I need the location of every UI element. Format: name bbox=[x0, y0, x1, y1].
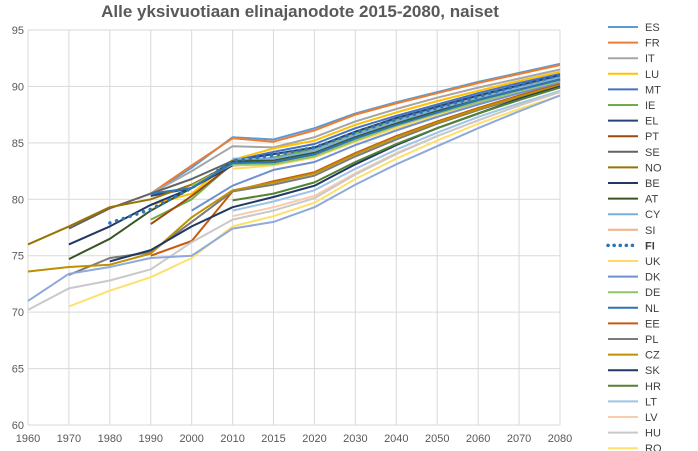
y-tick-label: 90 bbox=[12, 81, 24, 93]
x-tick-label: 2060 bbox=[466, 433, 490, 445]
legend-label-ro: RO bbox=[645, 443, 662, 451]
y-tick-label: 70 bbox=[12, 307, 24, 319]
legend-label-fi: FI bbox=[645, 240, 655, 252]
x-tick-label: 1980 bbox=[98, 433, 122, 445]
y-tick-label: 60 bbox=[12, 420, 24, 432]
series-line-mt bbox=[232, 73, 561, 162]
legend-label-ie: IE bbox=[645, 100, 655, 112]
y-tick-label: 65 bbox=[12, 364, 24, 376]
legend-label-pt: PT bbox=[645, 131, 659, 143]
legend-label-mt: MT bbox=[645, 84, 661, 96]
series-line-cz bbox=[27, 84, 561, 273]
series-line-lt bbox=[232, 89, 561, 212]
legend-label-lu: LU bbox=[645, 69, 659, 81]
x-tick-label: 1990 bbox=[139, 433, 163, 445]
legend-label-ee: EE bbox=[645, 318, 660, 330]
series-line-cy bbox=[232, 76, 561, 160]
legend-label-es: ES bbox=[645, 22, 660, 34]
legend-label-si: SI bbox=[645, 225, 655, 237]
series-line-de bbox=[191, 79, 561, 187]
legend-label-at: AT bbox=[645, 194, 659, 206]
x-tick-label: 2000 bbox=[179, 433, 203, 445]
legend-label-fr: FR bbox=[645, 38, 660, 50]
series-line-ro bbox=[68, 94, 561, 308]
legend-label-lt: LT bbox=[645, 396, 657, 408]
legend-label-se: SE bbox=[645, 147, 660, 159]
x-tick-label: 1970 bbox=[57, 433, 81, 445]
y-tick-label: 75 bbox=[12, 251, 24, 263]
legend-label-el: EL bbox=[645, 116, 658, 128]
series-line-uk bbox=[232, 80, 561, 170]
legend-label-pl: PL bbox=[645, 334, 658, 346]
x-tick-label: 1960 bbox=[16, 433, 40, 445]
legend-label-sk: SK bbox=[645, 365, 660, 377]
legend-label-uk: UK bbox=[645, 256, 661, 268]
chart-title: Alle yksivuotiaan elinajanodote 2015-208… bbox=[101, 2, 499, 21]
legend-label-de: DE bbox=[645, 287, 660, 299]
y-tick-label: 95 bbox=[12, 25, 24, 37]
legend-label-nl: NL bbox=[645, 303, 659, 315]
x-tick-label: 2080 bbox=[548, 433, 572, 445]
series-line-bg bbox=[27, 94, 561, 302]
series-line-hr bbox=[232, 86, 561, 202]
legend-label-lv: LV bbox=[645, 412, 658, 424]
x-tick-label: 2030 bbox=[343, 433, 367, 445]
legend: ES FR IT LU MT IE EL PT SE NO BE AT CY SI FI UK DK DE NL EE… bbox=[606, 22, 662, 451]
legend-label-cz: CZ bbox=[645, 350, 660, 362]
legend-label-hr: HR bbox=[645, 381, 661, 393]
series-line-hu bbox=[27, 91, 561, 311]
x-tick-label: 2050 bbox=[425, 433, 449, 445]
series-line-it bbox=[150, 68, 561, 195]
legend-label-no: NO bbox=[645, 162, 662, 174]
legend-label-be: BE bbox=[645, 178, 660, 190]
legend-label-it: IT bbox=[645, 53, 655, 65]
x-tick-label: 2020 bbox=[302, 433, 326, 445]
series-lines bbox=[27, 62, 562, 311]
series-line-dk bbox=[191, 82, 561, 212]
x-tick-label: 2070 bbox=[507, 433, 531, 445]
legend-label-hu: HU bbox=[645, 428, 661, 440]
y-tick-label: 80 bbox=[12, 194, 24, 206]
series-line-fr bbox=[150, 64, 561, 195]
series-line-fi bbox=[108, 73, 562, 225]
legend-label-dk: DK bbox=[645, 272, 661, 284]
x-tick-label: 2010 bbox=[220, 433, 244, 445]
x-tick-label: 2015 bbox=[261, 433, 285, 445]
series-line-ee bbox=[150, 83, 561, 257]
y-tick-label: 85 bbox=[12, 138, 24, 150]
axes: 60 65 70 75 80 85 90 95 1960 1970 1980 1990 2000 2010… bbox=[12, 25, 572, 445]
series-line-nl bbox=[150, 78, 561, 195]
x-tick-label: 2040 bbox=[384, 433, 408, 445]
legend-label-cy: CY bbox=[645, 209, 661, 221]
series-line-be bbox=[68, 78, 561, 246]
